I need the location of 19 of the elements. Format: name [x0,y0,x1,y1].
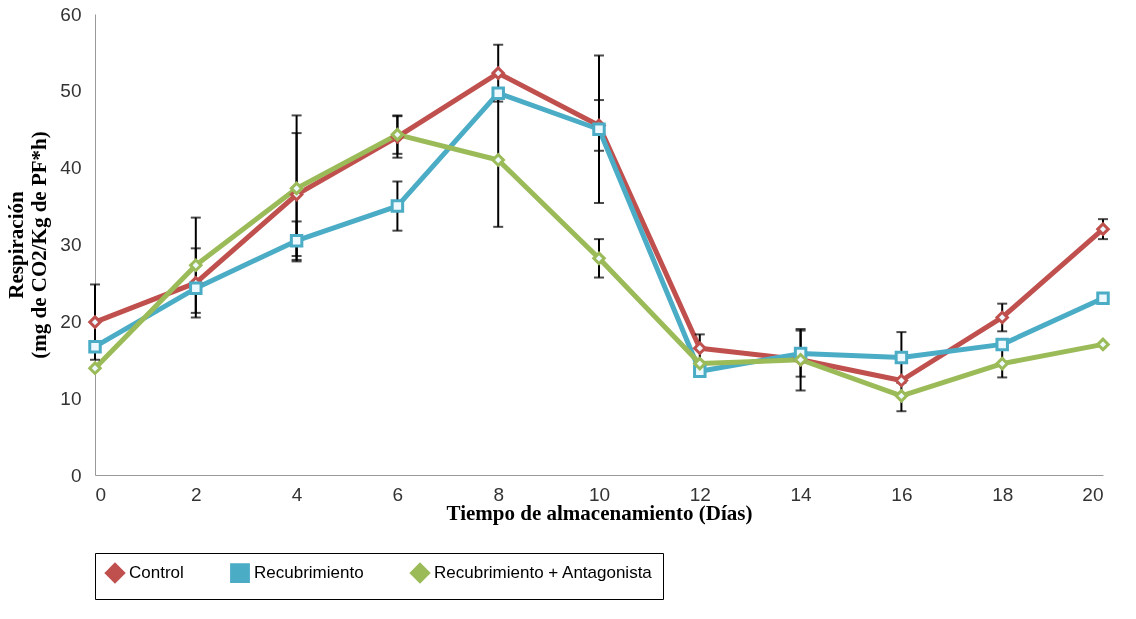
y-tick-label: 60 [60,3,82,25]
legend-label: Control [129,563,184,583]
y-tick-label: 50 [60,80,82,102]
y-tick-label: 40 [60,157,82,179]
x-tick-label: 6 [392,483,404,505]
y-tick-label: 20 [60,310,82,332]
x-tick-label: 20 [1082,483,1104,505]
y-axis-title: Respiración (mg de CO2/Kg de PF*h) [4,131,52,359]
legend-label: Recubrimiento + Antagonista [434,563,653,583]
y-tick-label: 0 [70,464,82,486]
x-tick-label: 4 [291,483,303,505]
y-tick-label: 30 [60,234,82,255]
x-tick-label: 14 [790,483,813,505]
y-tick-label: 10 [60,387,82,409]
x-tick-label: 2 [191,483,202,505]
legend-label: Recubrimiento [254,563,364,583]
x-tick-label: 0 [95,483,107,505]
x-tick-label: 18 [992,483,1014,505]
x-tick-label: 16 [891,483,913,505]
